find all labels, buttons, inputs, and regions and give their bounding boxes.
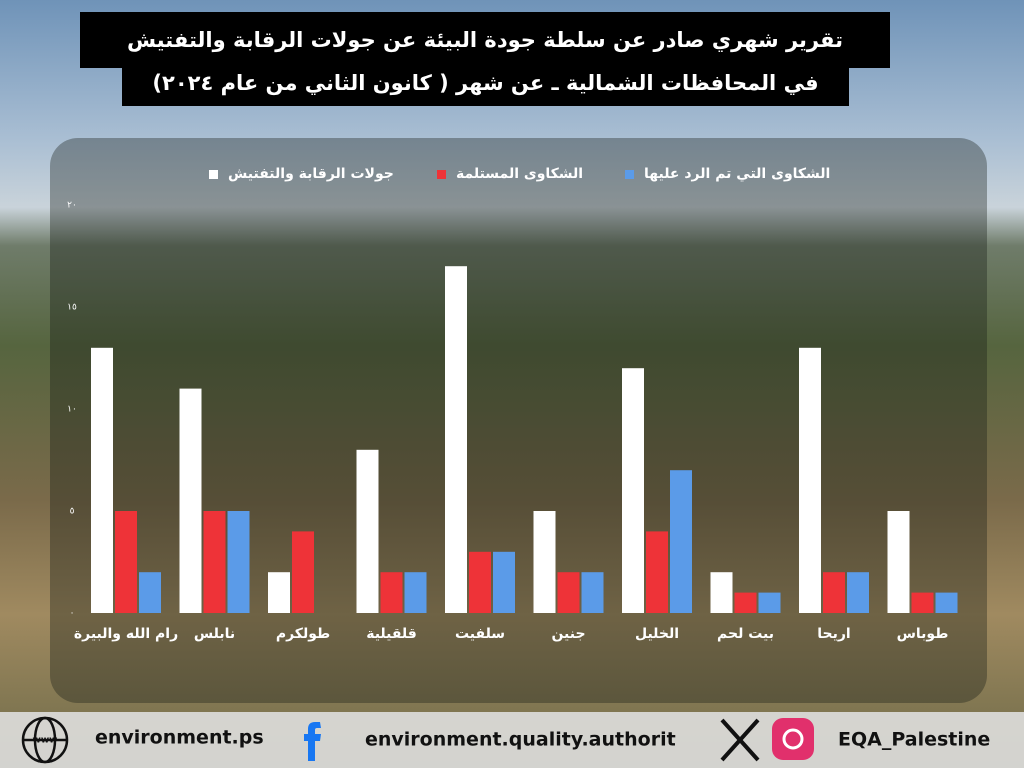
- x-tick-label: رام الله والبيرة: [74, 626, 178, 642]
- bar: [292, 531, 314, 613]
- bar: [911, 592, 934, 613]
- x-tick-label: طوباس: [897, 626, 949, 642]
- social-handle: EQA_Palestine: [838, 729, 990, 751]
- bar: [91, 347, 113, 613]
- bar: [227, 511, 250, 613]
- bar: [380, 572, 403, 613]
- bar: [356, 449, 379, 613]
- x-tick-label: طولكرم: [276, 626, 330, 642]
- bar: [203, 511, 226, 613]
- bar: [533, 511, 556, 613]
- y-tick-label: ١٠: [67, 405, 77, 415]
- x-tick-label: الخليل: [635, 626, 679, 642]
- bar: [710, 572, 733, 613]
- bar: [646, 531, 668, 613]
- legend-label: الشكاوى التي تم الرد عليها: [644, 166, 830, 182]
- title-box: تقرير شهري صادر عن سلطة جودة البيئة عن ج…: [80, 12, 890, 68]
- facebook-handle: environment.quality.authorit: [365, 729, 676, 751]
- footer-bar: [0, 712, 1024, 768]
- y-tick-label: ٥: [70, 507, 75, 517]
- y-tick-label: ١٥: [67, 303, 77, 313]
- bar: [404, 572, 427, 613]
- legend-label: جولات الرقابة والتفتيش: [228, 166, 394, 182]
- bar: [758, 592, 781, 613]
- y-tick-label: ٠: [70, 609, 75, 619]
- bar: [734, 592, 757, 613]
- x-tick-label: قلقيلية: [366, 626, 417, 642]
- bar: [935, 592, 958, 613]
- bar: [581, 572, 604, 613]
- instagram-lens: [782, 728, 804, 750]
- bar: [115, 511, 137, 613]
- chart-title: تقرير شهري صادر عن سلطة جودة البيئة عن ج…: [127, 28, 843, 52]
- subtitle-box: في المحافظات الشمالية ـ عن شهر ( كانون ا…: [122, 60, 849, 106]
- x-tick-label: نابلس: [194, 626, 235, 642]
- bar: [469, 551, 491, 613]
- facebook-icon: [304, 722, 321, 761]
- bar: [799, 347, 821, 613]
- legend-label: الشكاوى المستلمة: [456, 166, 583, 182]
- x-tick-label: اريحا: [817, 626, 850, 642]
- bar: [887, 511, 910, 613]
- chart-subtitle: في المحافظات الشمالية ـ عن شهر ( كانون ا…: [152, 71, 819, 95]
- instagram-icon: [772, 718, 814, 760]
- bar: [557, 572, 580, 613]
- bar: [493, 551, 515, 613]
- x-tick-label: سلفيت: [455, 626, 505, 642]
- y-tick-label: ٢٠: [67, 201, 77, 211]
- x-tick-label: جنين: [551, 626, 585, 642]
- legend-swatch: [625, 170, 634, 179]
- legend-swatch: [209, 170, 218, 179]
- bar: [847, 572, 869, 613]
- globe-www: www: [33, 736, 58, 746]
- chart-panel: [50, 138, 987, 703]
- bar: [268, 572, 290, 613]
- bar: [445, 266, 467, 613]
- legend-swatch: [437, 170, 446, 179]
- globe-icon: [21, 716, 69, 764]
- x-tick-label: بيت لحم: [717, 626, 774, 642]
- bar: [823, 572, 845, 613]
- bar: [670, 470, 692, 613]
- bar: [139, 572, 161, 613]
- bar: [622, 368, 644, 613]
- x-icon: [720, 718, 760, 762]
- bar: [179, 388, 202, 613]
- website: environment.ps: [95, 727, 264, 749]
